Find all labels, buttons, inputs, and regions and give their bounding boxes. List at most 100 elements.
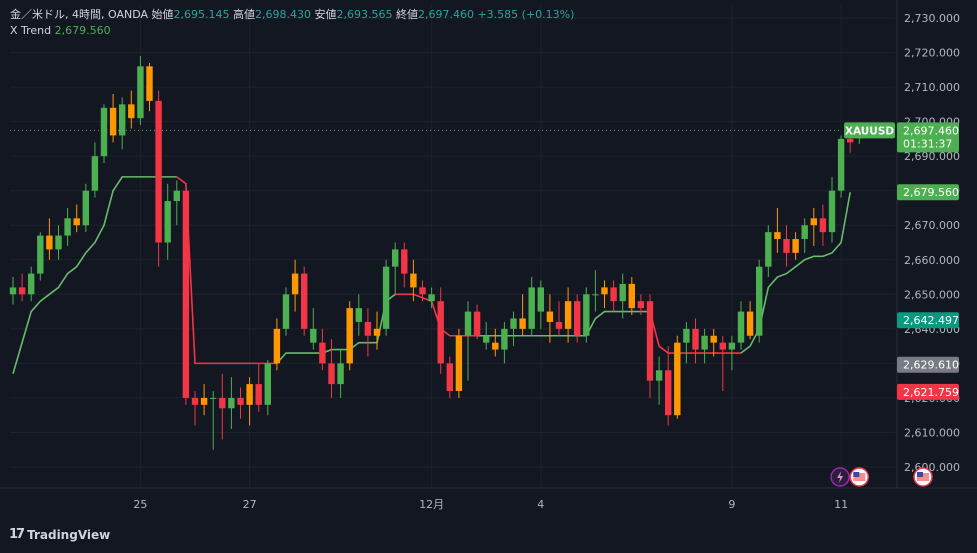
time-axis[interactable]: 252712月491116 (0, 0, 977, 511)
candle (473, 304, 481, 340)
candle (728, 335, 736, 371)
us-flag-icon[interactable] (913, 467, 933, 487)
close-value: 2,697.460 (417, 8, 474, 21)
candle (392, 242, 399, 295)
symbol-label[interactable]: 金／米ドル, 4時間, OANDA (10, 8, 149, 21)
candle-body (446, 363, 453, 392)
price-tag-value: 2,679.560 (903, 186, 959, 199)
candle (510, 311, 517, 347)
candle (692, 318, 699, 364)
candle (665, 346, 672, 426)
candle (273, 318, 281, 371)
price-tag-value: 2,642.497 (903, 314, 959, 327)
candle (164, 183, 171, 260)
price-tag-value: 2,621.759 (903, 386, 959, 399)
candle-body (37, 235, 44, 274)
price-tag: 2,629.610 (897, 356, 959, 373)
candle-body (464, 311, 472, 336)
candle (546, 294, 554, 343)
lightning-icon[interactable] (830, 467, 850, 487)
candle-body (255, 384, 262, 405)
candle (437, 287, 444, 374)
candle (282, 287, 290, 336)
candle-body (592, 294, 599, 296)
candle (264, 359, 271, 416)
candle-body (182, 190, 190, 398)
candle-body (837, 138, 845, 191)
legend-indicator-row[interactable]: X Trend 2,679.560 (10, 23, 574, 39)
candle (419, 280, 426, 302)
candle-body (64, 218, 71, 236)
candle-body (246, 384, 253, 405)
candle (792, 232, 799, 260)
candle-body (100, 107, 108, 157)
time-tick-label: 25 (133, 498, 147, 511)
candle (346, 301, 353, 371)
symbol-tag-box (844, 122, 895, 139)
candle-body (665, 370, 672, 416)
candle (146, 62, 153, 112)
candle (219, 373, 226, 440)
price-tag: 2,679.560 (897, 184, 959, 201)
candle-body (237, 397, 244, 405)
time-tick-label: 11 (834, 498, 848, 511)
price-axis[interactable]: 2,600.0002,610.0002,620.0002,630.0002,64… (904, 12, 960, 474)
time-tick-label: 12月 (419, 498, 444, 511)
candle-body (373, 328, 381, 336)
candle (37, 232, 44, 281)
candle-body (200, 397, 208, 405)
candle (628, 277, 635, 316)
chart-legend: 金／米ドル, 4時間, OANDA 始値2,695.145 高値2,698.43… (10, 7, 574, 39)
candle (410, 259, 417, 302)
candle (819, 204, 827, 246)
candle-body (301, 273, 308, 329)
candle-body (291, 273, 299, 295)
candle-body (774, 232, 781, 240)
candle-body (555, 321, 563, 329)
price-tag-box (897, 312, 959, 329)
candle (492, 328, 499, 357)
price-tick-label: 2,600.000 (904, 461, 960, 474)
candle-body (355, 308, 362, 322)
candle-body (828, 190, 836, 233)
candle (18, 273, 26, 302)
candle-body (574, 301, 581, 336)
candle (501, 321, 508, 364)
us-flag-icon[interactable] (849, 467, 870, 487)
candle-body (109, 107, 117, 136)
candle-body (328, 363, 335, 385)
candle (182, 190, 190, 405)
candle-body (646, 301, 654, 381)
candle-body (655, 370, 663, 381)
candle-body (528, 287, 535, 329)
candle-body (392, 249, 399, 267)
candle-body (637, 301, 645, 309)
symbol-tag-label: XAUUSD (845, 125, 895, 137)
candle-body (310, 328, 317, 343)
candle-body (346, 308, 353, 364)
candle (228, 377, 235, 430)
event-markers[interactable] (830, 467, 933, 487)
price-tag-value: 2,629.610 (903, 359, 959, 372)
candle-body (692, 328, 699, 350)
candle-body (46, 235, 53, 250)
candle (401, 242, 408, 288)
indicator-value: 2,679.560 (54, 24, 111, 37)
candle (683, 321, 690, 364)
price-tick-label: 2,610.000 (904, 426, 960, 439)
candle-body (91, 156, 99, 191)
tradingview-logo[interactable]: 17 TradingView (9, 527, 110, 542)
candle-body (510, 318, 517, 329)
candle-body (710, 335, 717, 343)
candle (783, 225, 790, 267)
candle-body (282, 294, 290, 329)
candle (237, 387, 244, 419)
indicator-name[interactable]: X Trend (10, 24, 52, 37)
candle-body (719, 342, 726, 350)
candle (364, 308, 372, 357)
candle-body (483, 335, 490, 343)
candle (64, 207, 71, 246)
low-value: 2,693.565 (336, 8, 393, 21)
candle-body (191, 397, 199, 405)
